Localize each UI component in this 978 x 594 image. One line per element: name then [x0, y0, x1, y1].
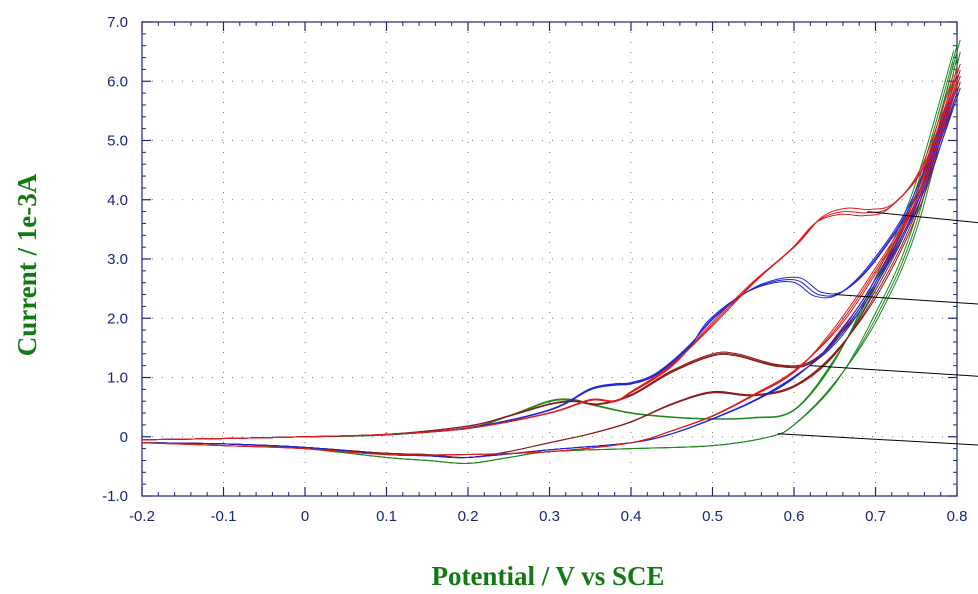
- series-a: [141, 39, 961, 464]
- y-tick-label: 1.0: [107, 370, 128, 387]
- x-tick-label: 0.7: [865, 508, 886, 525]
- series-line-b-anodic: [141, 75, 958, 441]
- y-tick-label: -1.0: [102, 488, 128, 505]
- annotation-leader-a: [777, 433, 978, 446]
- x-tick-label: 0.5: [702, 508, 723, 525]
- y-tick-label: 0: [120, 429, 128, 446]
- series-line-c-cathodic: [141, 87, 961, 459]
- series-line-b-anodic: [141, 69, 961, 441]
- series-line-a-cathodic: [141, 62, 955, 464]
- tick-labels: -0.2 -0.1 0 0.1 0.2 0.3 0.4 0.5 0.6 0.7 0.8 -1.0 0 1.…: [102, 14, 967, 525]
- annotations: abcd: [777, 211, 978, 446]
- series-line-d-cathodic: [141, 85, 955, 456]
- x-tick-label: -0.1: [211, 508, 237, 525]
- x-tick-label: 0.1: [376, 508, 397, 525]
- y-axis-title: Current / 1e-3A: [12, 173, 42, 356]
- y-tick-label: 6.0: [107, 73, 128, 90]
- x-tick-label: 0.2: [458, 508, 479, 525]
- axes: [141, 21, 958, 497]
- y-tick-label: 2.0: [107, 310, 128, 327]
- series-line-c-cathodic: [141, 92, 958, 459]
- series-line-d-anodic: [141, 63, 961, 441]
- y-tick-label: 4.0: [107, 192, 128, 209]
- series-line-a-anodic: [141, 50, 955, 441]
- series-lines: [141, 39, 961, 464]
- series-d: [141, 63, 961, 456]
- x-axis-title: Potential / V vs SCE: [431, 561, 664, 591]
- series-line-c-anodic: [141, 75, 961, 441]
- x-tick-label: 0.6: [784, 508, 805, 525]
- x-tick-label: 0.4: [621, 508, 642, 525]
- series-line-d-cathodic: [141, 81, 958, 456]
- series-line-b-cathodic: [141, 91, 955, 459]
- annotation-leader-b: [810, 365, 978, 377]
- y-tick-label: 7.0: [107, 14, 128, 31]
- x-tick-label: 0.3: [539, 508, 560, 525]
- y-tick-label: 3.0: [107, 251, 128, 268]
- x-tick-label: -0.2: [129, 508, 155, 525]
- series-line-d-anodic: [141, 73, 955, 441]
- grid: [142, 22, 957, 496]
- annotation-leader-c: [834, 294, 978, 305]
- plot-frame: [141, 21, 958, 497]
- series-b: [141, 69, 961, 459]
- y-tick-label: 5.0: [107, 133, 128, 150]
- annotation-leader-d: [867, 211, 978, 224]
- series-line-d-cathodic: [141, 75, 961, 456]
- x-tick-label: 0.8: [947, 508, 968, 525]
- x-tick-label: 0: [301, 508, 309, 525]
- series-line-c-anodic: [141, 81, 958, 441]
